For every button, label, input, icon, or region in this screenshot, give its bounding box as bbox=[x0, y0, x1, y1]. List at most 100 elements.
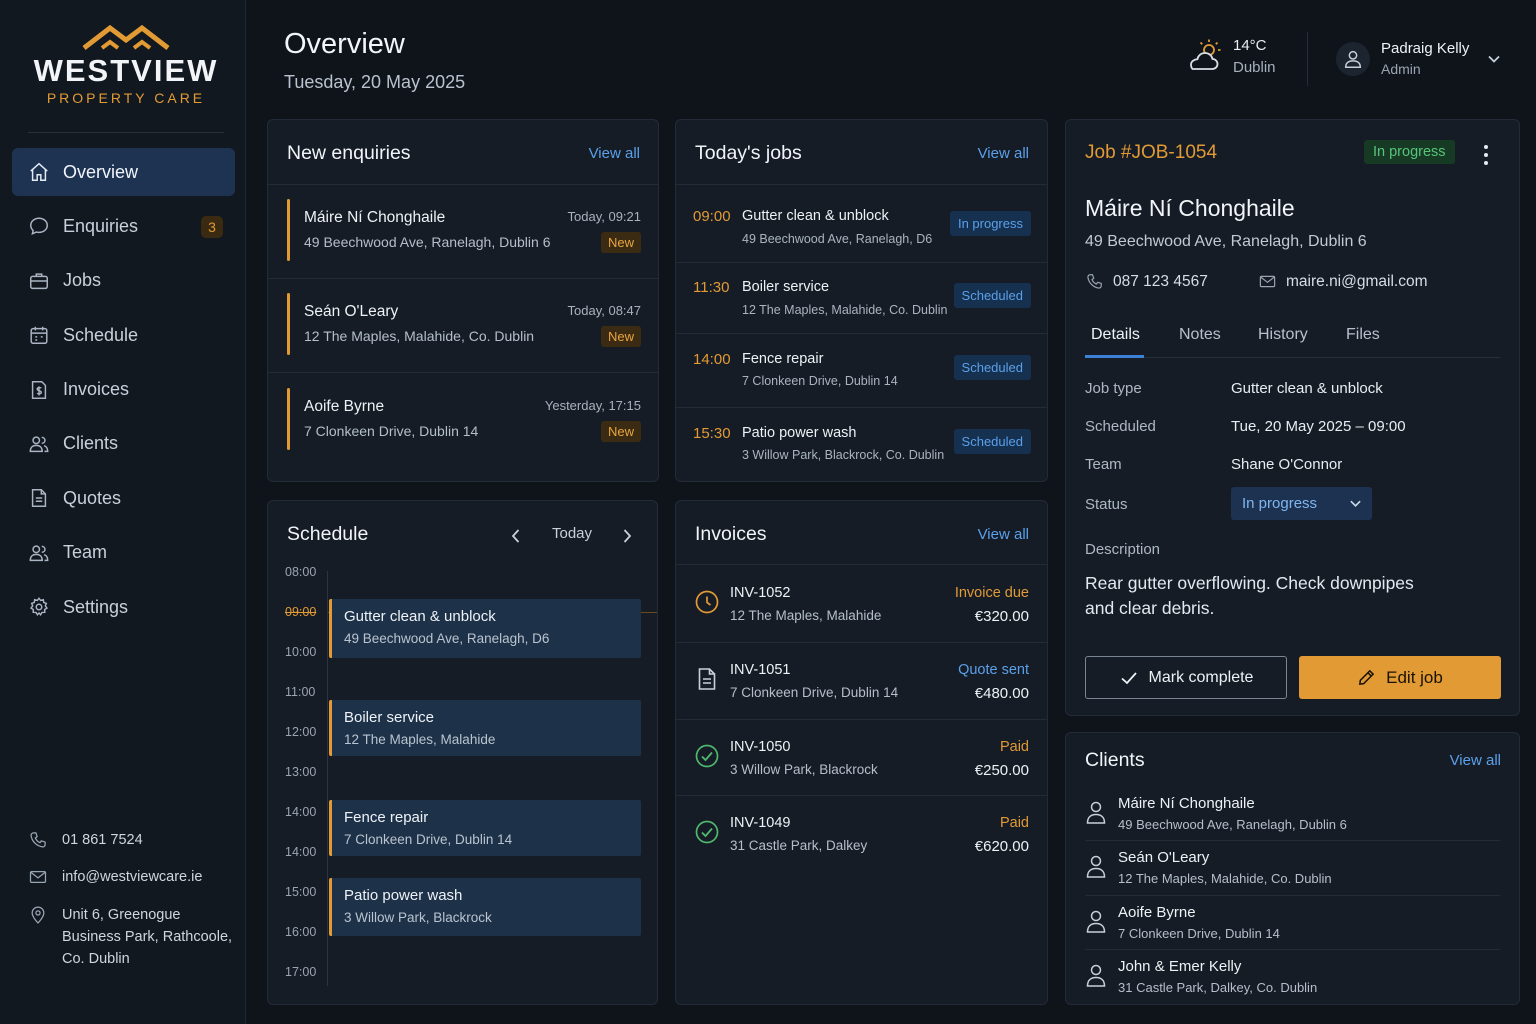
enquiry-name: Seán O'Leary bbox=[304, 303, 399, 320]
list-item[interactable]: Seán O'Leary 12 The Maples, Malahide, Co… bbox=[1066, 840, 1519, 894]
client-email[interactable]: maire.ni@gmail.com bbox=[1258, 272, 1428, 291]
client-name: John & Emer Kelly bbox=[1118, 958, 1242, 975]
status-select[interactable]: In progress bbox=[1231, 487, 1372, 520]
job-address: 3 Willow Park, Blackrock, Co. Dublin bbox=[742, 448, 945, 462]
divider bbox=[676, 564, 1047, 565]
invoice-row[interactable]: INV-1049 31 Castle Park, Dalkey Paid €62… bbox=[676, 795, 1047, 871]
chevron-right-icon[interactable] bbox=[616, 525, 638, 547]
view-all-link[interactable]: View all bbox=[1449, 752, 1501, 769]
invoice-row[interactable]: INV-1052 12 The Maples, Malahide Invoice… bbox=[676, 565, 1047, 641]
job-row[interactable]: 14:00 Fence repair 7 Clonkeen Drive, Dub… bbox=[676, 334, 1047, 406]
event-address: 7 Clonkeen Drive, Dublin 14 bbox=[344, 832, 513, 847]
list-item[interactable]: Aoife Byrne 7 Clonkeen Drive, Dublin 14 … bbox=[268, 373, 658, 467]
user-menu[interactable]: Padraig Kelly Admin bbox=[1336, 40, 1501, 77]
event-title: Fence repair bbox=[344, 809, 429, 826]
chevron-down-icon bbox=[1488, 55, 1501, 63]
card-title: Clients bbox=[1085, 749, 1145, 771]
home-icon bbox=[30, 162, 48, 181]
tab-notes[interactable]: Notes bbox=[1179, 326, 1221, 343]
pencil-icon bbox=[1359, 669, 1375, 686]
invoice-address: 7 Clonkeen Drive, Dublin 14 bbox=[730, 685, 899, 700]
chevron-left-icon[interactable] bbox=[505, 525, 527, 547]
job-row[interactable]: 11:30 Boiler service 12 The Maples, Mala… bbox=[676, 263, 1047, 335]
button-label: Edit job bbox=[1386, 667, 1443, 687]
gear-icon bbox=[29, 597, 49, 617]
avatar bbox=[1336, 41, 1370, 76]
edit-job-button[interactable]: Edit job bbox=[1299, 656, 1501, 699]
page-date: Tuesday, 20 May 2025 bbox=[284, 72, 466, 92]
divider bbox=[676, 407, 1047, 408]
invoice-id: INV-1051 bbox=[730, 662, 791, 678]
status-badge: New bbox=[600, 326, 641, 347]
event-address: 3 Willow Park, Blackrock bbox=[344, 910, 492, 925]
list-item[interactable]: Seán O'Leary 12 The Maples, Malahide, Co… bbox=[268, 278, 658, 372]
divider bbox=[1085, 949, 1500, 950]
user-name: Padraig Kelly bbox=[1381, 40, 1470, 57]
schedule-event[interactable]: Fence repair 7 Clonkeen Drive, Dublin 14 bbox=[329, 800, 641, 856]
job-name: Fence repair bbox=[742, 351, 824, 367]
enquiry-time: Today, 09:21 bbox=[567, 209, 641, 224]
check-icon bbox=[1120, 671, 1137, 684]
sidebar-item-clients[interactable]: Clients bbox=[12, 420, 235, 468]
chat-bubble-icon bbox=[30, 217, 48, 236]
divider bbox=[676, 642, 1047, 643]
logo[interactable]: WESTVIEW PROPERTY CARE bbox=[28, 22, 224, 106]
user-icon bbox=[1344, 50, 1362, 68]
list-item[interactable]: Aoife Byrne 7 Clonkeen Drive, Dublin 14 bbox=[1066, 895, 1519, 949]
invoice-icon bbox=[31, 380, 47, 399]
hour-label: 17:00 bbox=[285, 965, 317, 979]
list-item[interactable]: Máire Ní Chonghaile 49 Beechwood Ave, Ra… bbox=[268, 184, 658, 278]
hour-label: 15:00 bbox=[285, 885, 317, 899]
weather-temp: 14°C bbox=[1233, 36, 1267, 54]
user-icon bbox=[1086, 801, 1106, 824]
hour-label: 16:00 bbox=[285, 925, 317, 939]
contact-phone[interactable]: 01 861 7524 bbox=[28, 829, 238, 851]
sidebar-item-invoices[interactable]: Invoices bbox=[12, 366, 235, 414]
view-all-link[interactable]: View all bbox=[588, 145, 640, 162]
list-item[interactable]: John & Emer Kelly 31 Castle Park, Dalkey… bbox=[1066, 949, 1519, 1003]
sidebar: WESTVIEW PROPERTY CARE Overview Enquirie… bbox=[0, 0, 246, 1024]
sidebar-item-quotes[interactable]: Quotes bbox=[12, 474, 235, 522]
sidebar-item-team[interactable]: Team bbox=[12, 529, 235, 577]
mark-complete-button[interactable]: Mark complete bbox=[1085, 656, 1287, 699]
user-icon bbox=[1086, 910, 1106, 933]
schedule-event[interactable]: Boiler service 12 The Maples, Malahide bbox=[329, 700, 641, 756]
invoice-row[interactable]: INV-1050 3 Willow Park, Blackrock Paid €… bbox=[676, 719, 1047, 795]
status-badge: New bbox=[600, 421, 641, 442]
sidebar-item-jobs[interactable]: Jobs bbox=[12, 257, 235, 305]
status-badge: Scheduled bbox=[953, 283, 1031, 308]
invoice-row[interactable]: INV-1051 7 Clonkeen Drive, Dublin 14 Quo… bbox=[676, 642, 1047, 718]
view-all-link[interactable]: View all bbox=[977, 526, 1029, 543]
button-label: Mark complete bbox=[1148, 668, 1254, 686]
tab-details[interactable]: Details bbox=[1091, 326, 1140, 343]
event-title: Gutter clean & unblock bbox=[344, 608, 496, 625]
job-time: 09:00 bbox=[693, 208, 731, 225]
hour-label: 11:00 bbox=[285, 685, 316, 699]
schedule-event[interactable]: Gutter clean & unblock 49 Beechwood Ave,… bbox=[329, 599, 641, 658]
sidebar-item-enquiries[interactable]: Enquiries 3 bbox=[12, 202, 235, 250]
tab-history[interactable]: History bbox=[1258, 326, 1308, 343]
phone-icon bbox=[30, 832, 46, 848]
tab-files[interactable]: Files bbox=[1346, 326, 1380, 343]
sidebar-item-settings[interactable]: Settings bbox=[12, 583, 235, 631]
job-row[interactable]: 15:30 Patio power wash 3 Willow Park, Bl… bbox=[676, 408, 1047, 480]
view-all-link[interactable]: View all bbox=[977, 145, 1029, 162]
briefcase-icon bbox=[30, 273, 48, 289]
client-name: Máire Ní Chonghaile bbox=[1118, 795, 1255, 812]
job-name: Boiler service bbox=[742, 279, 830, 295]
sidebar-item-overview[interactable]: Overview bbox=[12, 148, 235, 196]
client-phone[interactable]: 087 123 4567 bbox=[1085, 272, 1208, 291]
list-item[interactable]: Máire Ní Chonghaile 49 Beechwood Ave, Ra… bbox=[1066, 786, 1519, 840]
schedule-event[interactable]: Patio power wash 3 Willow Park, Blackroc… bbox=[329, 878, 641, 936]
job-name: Gutter clean & unblock bbox=[742, 208, 889, 224]
sidebar-item-schedule[interactable]: Schedule bbox=[12, 311, 235, 359]
invoice-status: Paid bbox=[999, 815, 1029, 831]
job-address: 7 Clonkeen Drive, Dublin 14 bbox=[742, 374, 898, 388]
today-button[interactable]: Today bbox=[552, 525, 593, 542]
more-vertical-icon[interactable] bbox=[1476, 142, 1496, 168]
email-address: maire.ni@gmail.com bbox=[1286, 272, 1428, 290]
job-time: 15:30 bbox=[693, 425, 731, 442]
job-row[interactable]: 09:00 Gutter clean & unblock 49 Beechwoo… bbox=[676, 193, 1047, 265]
document-icon bbox=[31, 489, 47, 508]
contact-email[interactable]: info@westviewcare.ie bbox=[28, 866, 238, 888]
